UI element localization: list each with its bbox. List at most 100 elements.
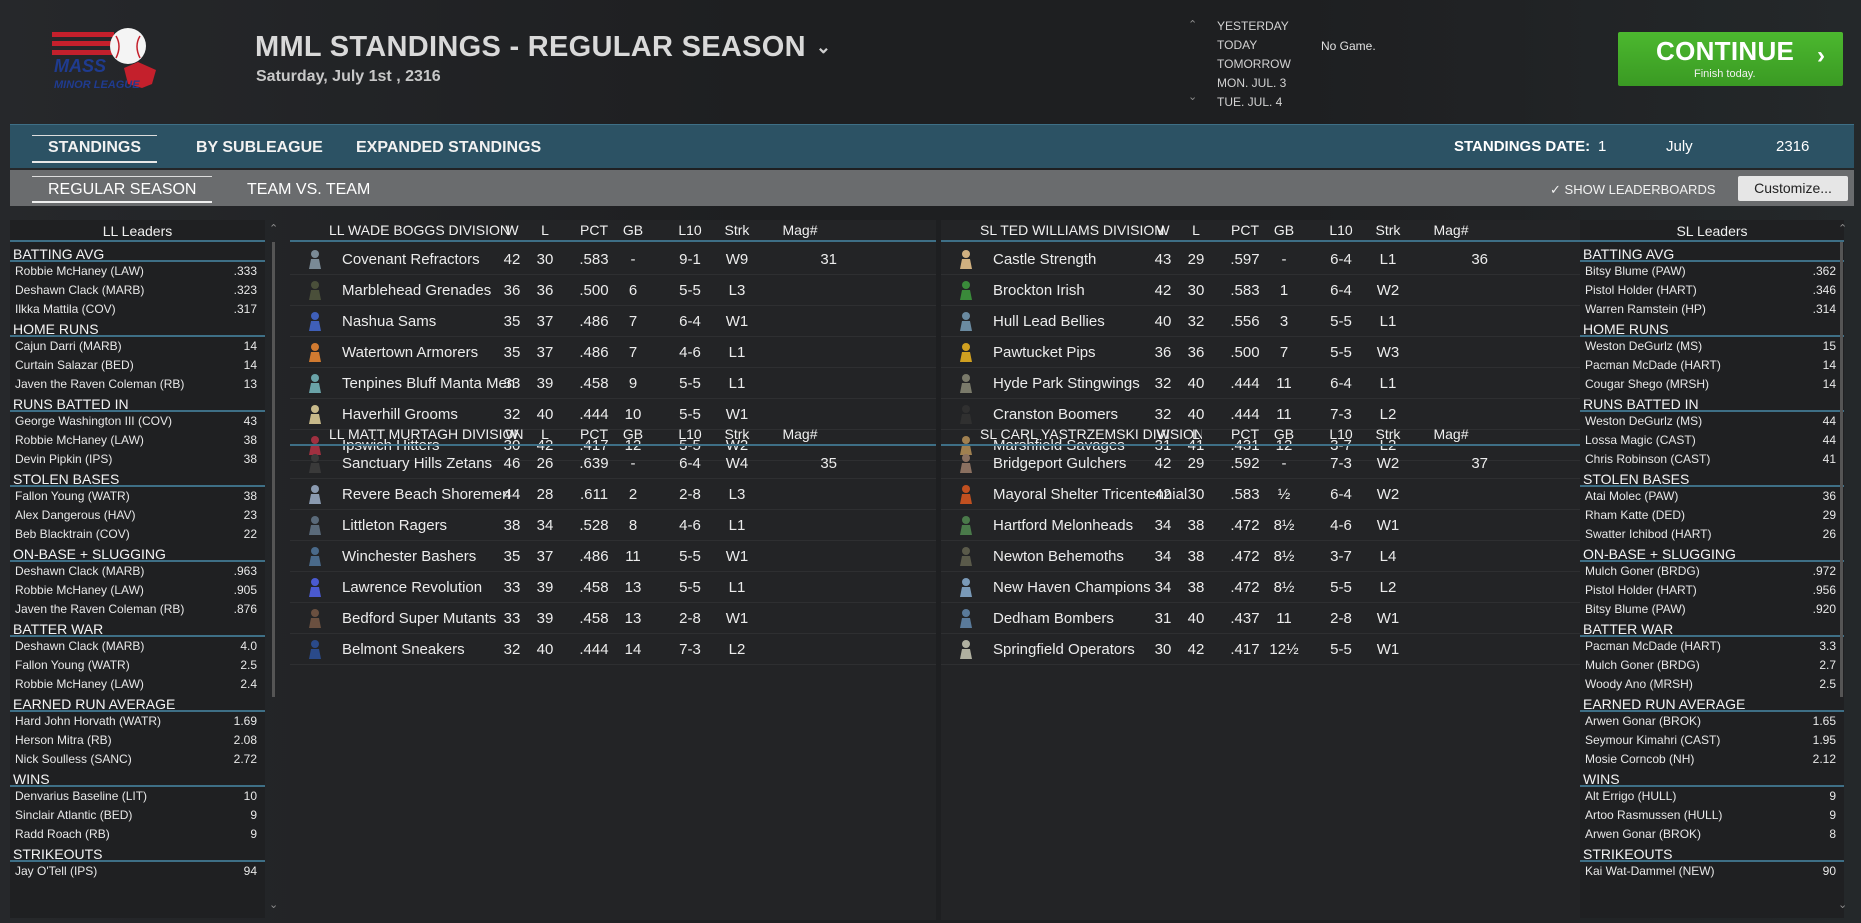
leader-row[interactable]: Jay O'Tell (IPS) 94 xyxy=(10,862,265,881)
leader-row[interactable]: Mulch Goner (BRDG) 2.7 xyxy=(1580,656,1844,675)
date-mon-jul-3[interactable]: MON. JUL. 3 xyxy=(1217,76,1287,90)
leader-row[interactable]: Chris Robinson (CAST) 41 xyxy=(1580,450,1844,469)
team-name[interactable]: Littleton Ragers xyxy=(342,516,448,534)
team-row[interactable]: Lawrence Revolution 33 39 .458 13 5-5 L1 xyxy=(290,572,936,603)
leader-name[interactable]: Lossa Magic (CAST) xyxy=(1585,433,1696,447)
leader-row[interactable]: Pistol Holder (HART) .346 xyxy=(1580,281,1844,300)
tab-by-subleague[interactable]: BY SUBLEAGUE xyxy=(196,139,323,156)
leader-name[interactable]: Sinclair Atlantic (BED) xyxy=(15,808,133,822)
leader-row[interactable]: Weston DeGurlz (MS) 44 xyxy=(1580,412,1844,431)
team-row[interactable]: Castle Strength 43 29 .597 - 6-4 L1 36 xyxy=(941,244,1580,275)
team-row[interactable]: Belmont Sneakers 32 40 .444 14 7-3 L2 xyxy=(290,634,936,665)
tab-standings[interactable]: STANDINGS xyxy=(32,135,158,163)
team-row[interactable]: Haverhill Grooms 32 40 .444 10 5-5 W1 xyxy=(290,399,936,430)
team-row[interactable]: Sanctuary Hills Zetans 46 26 .639 - 6-4 W4 35 xyxy=(290,448,936,479)
leader-row[interactable]: Javen the Raven Coleman (RB) .876 xyxy=(10,600,265,619)
leader-row[interactable]: George Washington III (COV) 43 xyxy=(10,412,265,431)
leader-name[interactable]: Arwen Gonar (BROK) xyxy=(1585,827,1702,841)
column-header-l10[interactable]: L10 xyxy=(1329,426,1353,442)
leader-row[interactable]: Robbie McHaney (LAW) 2.4 xyxy=(10,675,265,694)
team-name[interactable]: Marblehead Grenades xyxy=(342,281,492,299)
team-row[interactable]: Bridgeport Gulchers 42 29 .592 - 7-3 W2 37 xyxy=(941,448,1580,479)
leader-name[interactable]: Atai Molec (PAW) xyxy=(1585,489,1679,503)
date-tue-jul-4[interactable]: TUE. JUL. 4 xyxy=(1217,95,1283,109)
team-name[interactable]: Bridgeport Gulchers xyxy=(993,454,1127,472)
team-name[interactable]: Cranston Boomers xyxy=(993,405,1119,423)
leader-name[interactable]: Ilkka Mattila (COV) xyxy=(15,302,116,316)
leader-row[interactable]: Nick Soulless (SANC) 2.72 xyxy=(10,750,265,769)
team-name[interactable]: Covenant Refractors xyxy=(342,250,480,268)
leader-name[interactable]: Robbie McHaney (LAW) xyxy=(15,583,144,597)
team-name[interactable]: Haverhill Grooms xyxy=(342,405,458,423)
team-name[interactable]: Dedham Bombers xyxy=(993,609,1114,627)
leader-name[interactable]: Woody Ano (MRSH) xyxy=(1585,677,1693,691)
leader-name[interactable]: Swatter Ichibod (HART) xyxy=(1585,527,1712,541)
team-row[interactable]: Springfield Operators 30 42 .417 12½ 5-5 W1 xyxy=(941,634,1580,665)
leader-name[interactable]: Fallon Young (WATR) xyxy=(15,658,130,672)
column-header-gb[interactable]: GB xyxy=(1273,426,1295,442)
standings-year[interactable]: 2316 xyxy=(1776,138,1810,155)
chevron-down-icon[interactable]: ⌄ xyxy=(1188,91,1198,103)
show-leaderboards-toggle[interactable]: ✓ SHOW LEADERBOARDS xyxy=(1550,182,1716,198)
leader-row[interactable]: Pacman McDade (HART) 14 xyxy=(1580,356,1844,375)
left-scrollbar[interactable] xyxy=(272,242,275,697)
leader-name[interactable]: Pistol Holder (HART) xyxy=(1585,283,1697,297)
scroll-up-icon[interactable]: ⌃ xyxy=(1838,223,1848,235)
league-logo[interactable]: MASS MINOR LEAGUE xyxy=(52,24,176,104)
leader-name[interactable]: Robbie McHaney (LAW) xyxy=(15,264,144,278)
team-name[interactable]: New Haven Champions xyxy=(993,578,1151,596)
team-row[interactable]: Brockton Irish 42 30 .583 1 6-4 W2 xyxy=(941,275,1580,306)
column-header-strk[interactable]: Strk xyxy=(1375,222,1401,238)
page-title[interactable]: MML STANDINGS - REGULAR SEASON ⌄ xyxy=(255,31,831,64)
leader-name[interactable]: Mosie Corncob (NH) xyxy=(1585,752,1695,766)
column-header-w[interactable]: W xyxy=(505,426,519,442)
leader-name[interactable]: Devin Pipkin (IPS) xyxy=(15,452,113,466)
scroll-up-icon[interactable]: ⌃ xyxy=(269,223,279,235)
column-header-l[interactable]: L xyxy=(1192,222,1200,238)
scroll-down-icon[interactable]: ⌄ xyxy=(269,899,279,911)
team-row[interactable]: Hartford Melonheads 34 38 .472 8½ 4-6 W1 xyxy=(941,510,1580,541)
leader-row[interactable]: Robbie McHaney (LAW) 38 xyxy=(10,431,265,450)
leader-name[interactable]: Fallon Young (WATR) xyxy=(15,489,130,503)
leader-row[interactable]: Deshawn Clack (MARB) 4.0 xyxy=(10,637,265,656)
leader-name[interactable]: Deshawn Clack (MARB) xyxy=(15,283,145,297)
leader-name[interactable]: Jay O'Tell (IPS) xyxy=(15,864,98,878)
chevron-down-icon[interactable]: ⌄ xyxy=(815,37,832,57)
team-name[interactable]: Mayoral Shelter Tricentennial xyxy=(993,485,1188,503)
team-name[interactable]: Pawtucket Pips xyxy=(993,343,1096,361)
column-header-strk[interactable]: Strk xyxy=(724,222,750,238)
leader-row[interactable]: Robbie McHaney (LAW) .333 xyxy=(10,262,265,281)
tab-regular-season[interactable]: REGULAR SEASON xyxy=(32,176,213,203)
team-name[interactable]: Winchester Bashers xyxy=(342,547,477,565)
team-name[interactable]: Bedford Super Mutants xyxy=(342,609,497,627)
leader-name[interactable]: Curtain Salazar (BED) xyxy=(15,358,134,372)
leader-row[interactable]: Fallon Young (WATR) 2.5 xyxy=(10,656,265,675)
team-name[interactable]: Hull Lead Bellies xyxy=(993,312,1105,330)
leader-row[interactable]: Arwen Gonar (BROK) 8 xyxy=(1580,825,1844,844)
leader-row[interactable]: Sinclair Atlantic (BED) 9 xyxy=(10,806,265,825)
leader-name[interactable]: Kai Wat-Dammel (NEW) xyxy=(1585,864,1715,878)
chevron-up-icon[interactable]: ⌃ xyxy=(1188,19,1198,31)
leader-name[interactable]: Hard John Horvath (WATR) xyxy=(15,714,162,728)
leader-name[interactable]: Nick Soulless (SANC) xyxy=(15,752,132,766)
team-row[interactable]: Revere Beach Shoremen 44 28 .611 2 2-8 L3 xyxy=(290,479,936,510)
leader-name[interactable]: Deshawn Clack (MARB) xyxy=(15,564,145,578)
leader-name[interactable]: Chris Robinson (CAST) xyxy=(1585,452,1711,466)
leader-row[interactable]: Pacman McDade (HART) 3.3 xyxy=(1580,637,1844,656)
leader-name[interactable]: Javen the Raven Coleman (RB) xyxy=(15,602,185,616)
leader-row[interactable]: Alt Errigo (HULL) 9 xyxy=(1580,787,1844,806)
column-header-l[interactable]: L xyxy=(1192,426,1200,442)
column-header-strk[interactable]: Strk xyxy=(724,426,750,442)
leader-row[interactable]: Mulch Goner (BRDG) .972 xyxy=(1580,562,1844,581)
column-header-pct[interactable]: PCT xyxy=(1231,426,1259,442)
team-row[interactable]: Mayoral Shelter Tricentennial 42 30 .583 ½ 6-… xyxy=(941,479,1580,510)
team-name[interactable]: Newton Behemoths xyxy=(993,547,1124,565)
leader-name[interactable]: Mulch Goner (BRDG) xyxy=(1585,658,1700,672)
column-header-mag[interactable]: Mag# xyxy=(782,426,818,442)
column-header-gb[interactable]: GB xyxy=(622,222,644,238)
leader-row[interactable]: Bitsy Blume (PAW) .920 xyxy=(1580,600,1844,619)
column-header-strk[interactable]: Strk xyxy=(1375,426,1401,442)
team-row[interactable]: Dedham Bombers 31 40 .437 11 2-8 W1 xyxy=(941,603,1580,634)
column-header-w[interactable]: W xyxy=(1156,222,1170,238)
leader-row[interactable]: Denvarius Baseline (LIT) 10 xyxy=(10,787,265,806)
